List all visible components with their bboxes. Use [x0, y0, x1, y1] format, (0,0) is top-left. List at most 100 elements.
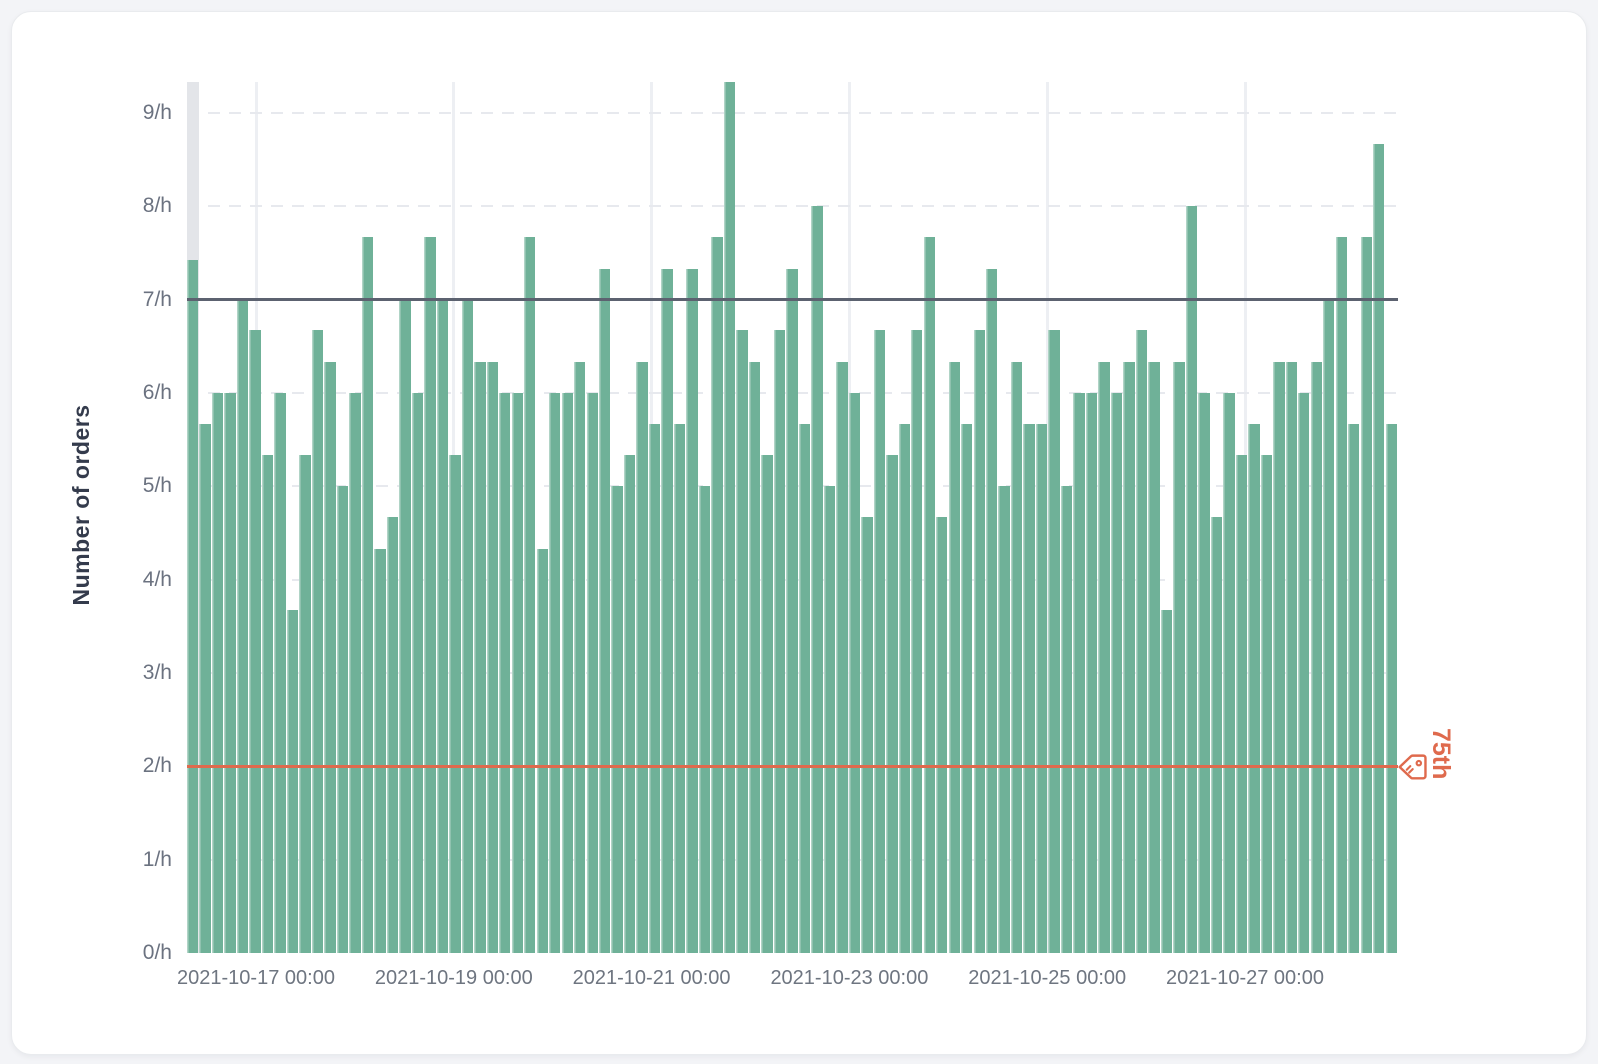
bar[interactable] [324, 362, 336, 953]
bar[interactable] [1098, 362, 1110, 953]
bar[interactable] [923, 236, 935, 953]
bar[interactable] [648, 423, 661, 953]
bar[interactable] [1198, 392, 1210, 953]
bar[interactable] [1035, 423, 1048, 953]
bar[interactable] [486, 362, 498, 953]
bar[interactable] [1385, 423, 1397, 953]
bar[interactable] [386, 517, 399, 953]
bar[interactable] [773, 330, 786, 953]
bar[interactable] [436, 299, 449, 953]
bar[interactable] [1148, 362, 1160, 953]
bar[interactable] [598, 268, 611, 953]
y-tick-label: 1/h [142, 847, 172, 871]
bar[interactable] [798, 423, 811, 953]
bar[interactable] [561, 392, 573, 953]
bar[interactable] [236, 299, 249, 953]
bar[interactable] [898, 423, 910, 953]
bar[interactable] [811, 206, 823, 953]
bar[interactable] [686, 268, 698, 953]
bar[interactable] [511, 392, 523, 953]
bar[interactable] [1223, 392, 1235, 953]
bar[interactable] [211, 392, 224, 953]
bar[interactable] [836, 362, 848, 953]
bar[interactable] [998, 486, 1010, 953]
bar[interactable] [611, 486, 623, 953]
bar[interactable] [698, 486, 711, 953]
bar[interactable] [1298, 392, 1310, 953]
bar[interactable] [1173, 362, 1185, 953]
bar[interactable] [823, 486, 836, 953]
bar[interactable] [973, 330, 985, 953]
bar[interactable] [424, 236, 436, 953]
bar[interactable] [187, 260, 199, 953]
bar[interactable] [374, 548, 386, 953]
bar[interactable] [536, 548, 548, 953]
bar[interactable] [249, 330, 261, 953]
bar[interactable] [1360, 236, 1372, 953]
bar[interactable] [786, 268, 798, 953]
bar[interactable] [1235, 455, 1248, 953]
bar[interactable] [1085, 392, 1098, 953]
bar[interactable] [524, 236, 536, 953]
bar[interactable] [1373, 143, 1385, 953]
bar[interactable] [636, 362, 648, 953]
bar[interactable] [911, 330, 923, 953]
bar[interactable] [361, 236, 374, 953]
bar[interactable] [1073, 392, 1085, 953]
bar[interactable] [723, 82, 736, 953]
bar[interactable] [848, 392, 861, 953]
bar[interactable] [1110, 392, 1123, 953]
bar[interactable] [1348, 423, 1360, 953]
bar[interactable] [1335, 236, 1347, 953]
bar[interactable] [274, 392, 286, 953]
bar[interactable] [574, 362, 586, 953]
bar[interactable] [1310, 362, 1322, 953]
bar[interactable] [661, 268, 673, 953]
bar[interactable] [948, 362, 960, 953]
bar[interactable] [261, 455, 274, 953]
bar[interactable] [623, 455, 636, 953]
bar[interactable] [961, 423, 973, 953]
bar[interactable] [586, 392, 598, 953]
x-tick-label: 2021-10-25 00:00 [968, 967, 1127, 989]
bar[interactable] [1160, 610, 1173, 953]
bar[interactable] [748, 362, 761, 953]
bar[interactable] [873, 330, 886, 953]
bar[interactable] [673, 423, 686, 953]
bar[interactable] [1135, 330, 1148, 953]
bar[interactable] [1273, 362, 1285, 953]
bar[interactable] [1210, 517, 1223, 953]
bar[interactable] [311, 330, 324, 953]
bar[interactable] [411, 392, 424, 953]
bar[interactable] [349, 392, 361, 953]
bar[interactable] [474, 362, 486, 953]
bar[interactable] [711, 236, 723, 953]
bar[interactable] [399, 299, 411, 953]
bar[interactable] [1060, 486, 1073, 953]
bar[interactable] [286, 610, 299, 953]
bar[interactable] [761, 455, 773, 953]
bar[interactable] [199, 423, 211, 953]
bar[interactable] [1048, 330, 1060, 953]
bar[interactable] [936, 517, 948, 953]
bar[interactable] [1285, 362, 1297, 953]
bar[interactable] [861, 517, 873, 953]
bar[interactable] [1248, 423, 1260, 953]
bar[interactable] [1260, 455, 1273, 953]
bar[interactable] [549, 392, 561, 953]
bar[interactable] [224, 392, 236, 953]
bar[interactable] [299, 455, 311, 953]
bar[interactable] [736, 330, 748, 953]
bar[interactable] [1185, 206, 1198, 953]
bar[interactable] [1023, 423, 1035, 953]
bar[interactable] [1123, 362, 1135, 953]
bar[interactable] [986, 268, 998, 953]
bar[interactable] [461, 299, 474, 953]
bar[interactable] [449, 455, 461, 953]
bar[interactable] [336, 486, 349, 953]
horizontal-gridline [187, 205, 1398, 208]
bar[interactable] [499, 392, 511, 953]
bar[interactable] [1323, 299, 1335, 953]
bar[interactable] [1010, 362, 1023, 953]
bar[interactable] [886, 455, 898, 953]
